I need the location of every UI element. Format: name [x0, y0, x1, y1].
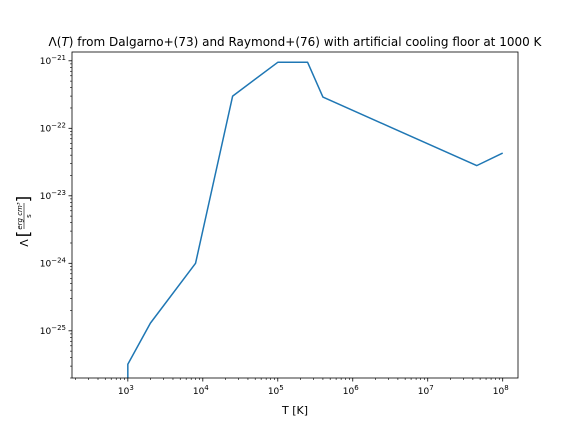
x-tick-label: 104 — [193, 384, 209, 397]
x-tick-label: 103 — [118, 384, 134, 397]
x-axis-label: T [K] — [281, 404, 308, 417]
title-rest: ) from Dalgarno+(73) and Raymond+(76) wi… — [69, 35, 543, 49]
plot-area: 103 104 105 106 107 108 10−25 10−24 10−23 10−22 10… — [40, 51, 519, 397]
series-layer — [127, 61, 504, 378]
y-tick-label: 10−23 — [40, 189, 66, 202]
y-tick-label: 10−24 — [40, 256, 67, 269]
y-tick-label: 10−21 — [40, 54, 66, 67]
x-tick-label: 106 — [343, 384, 359, 397]
y-axis-label-denominator: s — [25, 214, 33, 218]
y-axis-label-lambda: Λ — [18, 239, 31, 247]
y-tick-label: 10−22 — [40, 121, 66, 134]
x-tick-label: 105 — [268, 384, 284, 397]
title-lambda: Λ( — [49, 35, 62, 49]
y-axis-label-bracket-open: [ — [14, 231, 34, 238]
ticks-layer: 103 104 105 106 107 108 10−25 10−24 10−23 10−22 10… — [40, 54, 509, 397]
title-T: T — [61, 35, 70, 49]
chart-title: Λ(T) from Dalgarno+(73) and Raymond+(76)… — [49, 35, 543, 49]
axes-frame — [71, 51, 519, 379]
y-axis-label: Λ [ erg cm³ s ] — [14, 196, 34, 247]
x-tick-label: 107 — [418, 384, 434, 397]
y-tick-label: 10−25 — [40, 324, 66, 337]
x-tick-label: 108 — [493, 384, 509, 397]
y-axis-label-numerator: erg cm³ — [16, 202, 24, 230]
series-line-0 — [127, 61, 504, 378]
y-axis-label-bracket-close: ] — [14, 196, 34, 203]
